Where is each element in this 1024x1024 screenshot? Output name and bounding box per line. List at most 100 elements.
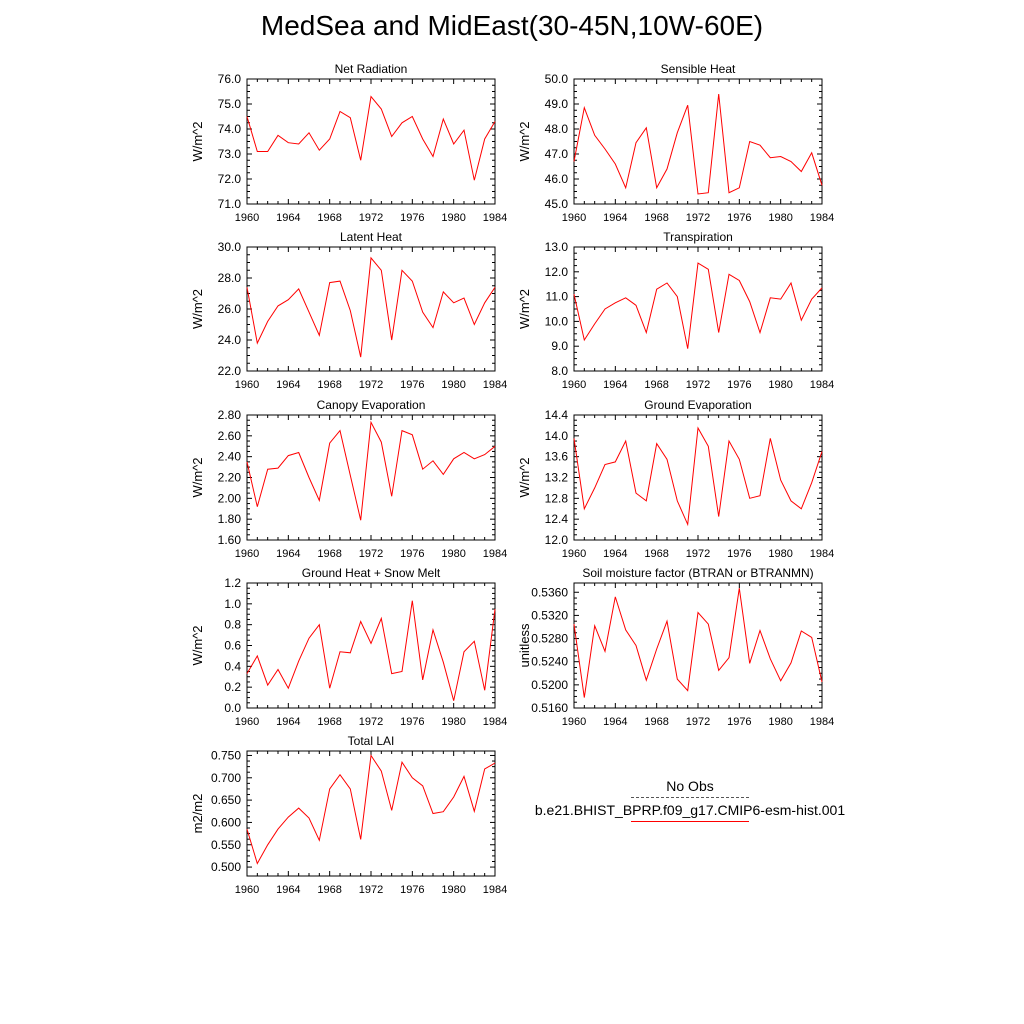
x-tick-label: 1984	[483, 548, 507, 560]
y-tick-label: 0.5200	[531, 678, 568, 692]
panel-title: Ground Evaporation	[644, 398, 751, 412]
x-tick-label: 1968	[317, 212, 341, 224]
series-line	[246, 754, 496, 865]
y-tick-label: 13.2	[545, 471, 569, 485]
y-tick-label: 8.0	[551, 364, 568, 378]
x-tick-label: 1984	[483, 716, 507, 728]
x-tick-label: 1960	[235, 548, 259, 560]
x-tick-label: 1984	[483, 379, 507, 391]
x-tick-label: 1980	[441, 548, 465, 560]
plot-frame	[246, 582, 496, 709]
x-tick-label: 1972	[359, 379, 383, 391]
y-tick-label: 0.600	[211, 815, 241, 829]
legend-model-label: b.e21.BHIST_BPRP.f09_g17.CMIP6-esm-hist.…	[534, 802, 846, 818]
x-tick-label: 1976	[400, 884, 424, 896]
y-tick-label: 10.0	[545, 314, 569, 328]
y-tick-label: 26.0	[218, 302, 242, 316]
plot-frame	[246, 750, 496, 877]
x-tick-label: 1960	[562, 379, 586, 391]
y-tick-label: 45.0	[545, 197, 569, 211]
panel-title: Latent Heat	[340, 230, 403, 244]
y-tick-label: 47.0	[545, 147, 569, 161]
panel-title: Canopy Evaporation	[317, 398, 426, 412]
y-tick-label: 2.00	[218, 491, 242, 505]
y-tick-label: 2.40	[218, 450, 242, 464]
x-tick-label: 1976	[727, 379, 751, 391]
y-tick-label: 71.0	[218, 197, 242, 211]
panel-9: Total LAI m2/m2 1960 1964 1968 1972 1976 1980 19…	[190, 734, 507, 896]
y-tick-label: 0.5160	[531, 701, 568, 715]
y-tick-label: 24.0	[218, 333, 242, 347]
y-tick-label: 14.4	[545, 408, 569, 422]
y-tick-label: 0.2	[224, 680, 241, 694]
plot-frame	[573, 78, 823, 205]
panel-title: Transpiration	[663, 230, 733, 244]
y-tick-label: 0.5320	[531, 608, 568, 622]
series-line	[573, 588, 823, 698]
x-tick-label: 1968	[317, 884, 341, 896]
x-tick-label: 1984	[483, 884, 507, 896]
panel-title: Net Radiation	[335, 62, 408, 76]
x-tick-label: 1960	[235, 716, 259, 728]
x-tick-label: 1980	[768, 379, 792, 391]
x-tick-label: 1972	[359, 716, 383, 728]
y-tick-label: 49.0	[545, 97, 569, 111]
x-tick-label: 1960	[562, 548, 586, 560]
y-axis-label: W/m^2	[190, 289, 205, 329]
y-tick-label: 12.0	[545, 265, 569, 279]
series-line	[246, 256, 496, 358]
x-tick-label: 1964	[276, 884, 300, 896]
x-tick-label: 1968	[644, 379, 668, 391]
legend-obs-line	[631, 797, 749, 798]
panel-title: Soil moisture factor (BTRAN or BTRANMN)	[582, 566, 813, 580]
plot-frame	[573, 414, 823, 541]
y-tick-label: 2.20	[218, 471, 242, 485]
x-tick-label: 1980	[441, 884, 465, 896]
x-tick-label: 1968	[317, 548, 341, 560]
y-tick-label: 1.2	[224, 576, 241, 590]
x-tick-label: 1968	[644, 716, 668, 728]
x-tick-label: 1984	[483, 212, 507, 224]
y-tick-label: 0.8	[224, 618, 241, 632]
x-tick-label: 1972	[686, 379, 710, 391]
y-axis-label: W/m^2	[190, 121, 205, 161]
y-axis-label: W/m^2	[517, 289, 532, 329]
y-tick-label: 0.4	[224, 659, 241, 673]
x-tick-label: 1964	[603, 716, 627, 728]
x-tick-label: 1964	[276, 548, 300, 560]
y-tick-label: 0.500	[211, 860, 241, 874]
y-tick-label: 74.0	[218, 122, 242, 136]
x-tick-label: 1984	[810, 379, 834, 391]
y-tick-label: 0.650	[211, 793, 241, 807]
panel-title: Ground Heat + Snow Melt	[302, 566, 441, 580]
y-tick-label: 11.0	[546, 290, 569, 304]
x-tick-label: 1976	[727, 548, 751, 560]
y-tick-label: 1.80	[218, 512, 242, 526]
x-tick-label: 1960	[562, 212, 586, 224]
x-tick-label: 1972	[686, 212, 710, 224]
series-line	[573, 93, 823, 195]
plot-frame	[573, 582, 823, 709]
legend-model-line	[631, 821, 749, 822]
x-tick-label: 1980	[441, 212, 465, 224]
x-tick-label: 1972	[686, 548, 710, 560]
x-tick-label: 1976	[727, 212, 751, 224]
y-tick-label: 12.0	[545, 533, 569, 547]
x-tick-label: 1976	[400, 212, 424, 224]
x-tick-label: 1976	[727, 716, 751, 728]
legend: No Obs b.e21.BHIST_BPRP.f09_g17.CMIP6-es…	[520, 778, 860, 822]
panel-6: Ground Evaporation W/m^2 1960 1964 1968 1972 1…	[517, 398, 834, 560]
y-tick-label: 1.0	[224, 597, 241, 611]
x-tick-label: 1968	[317, 716, 341, 728]
y-tick-label: 0.0	[224, 701, 241, 715]
y-tick-label: 14.0	[545, 429, 569, 443]
x-tick-label: 1964	[603, 379, 627, 391]
panel-title: Total LAI	[348, 734, 395, 748]
x-tick-label: 1964	[276, 716, 300, 728]
y-axis-label: W/m^2	[190, 457, 205, 497]
x-tick-label: 1984	[810, 716, 834, 728]
y-tick-label: 13.6	[545, 450, 569, 464]
x-tick-label: 1964	[603, 548, 627, 560]
x-tick-label: 1984	[810, 548, 834, 560]
